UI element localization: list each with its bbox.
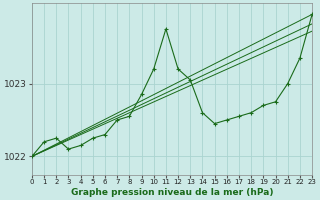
X-axis label: Graphe pression niveau de la mer (hPa): Graphe pression niveau de la mer (hPa) xyxy=(71,188,273,197)
